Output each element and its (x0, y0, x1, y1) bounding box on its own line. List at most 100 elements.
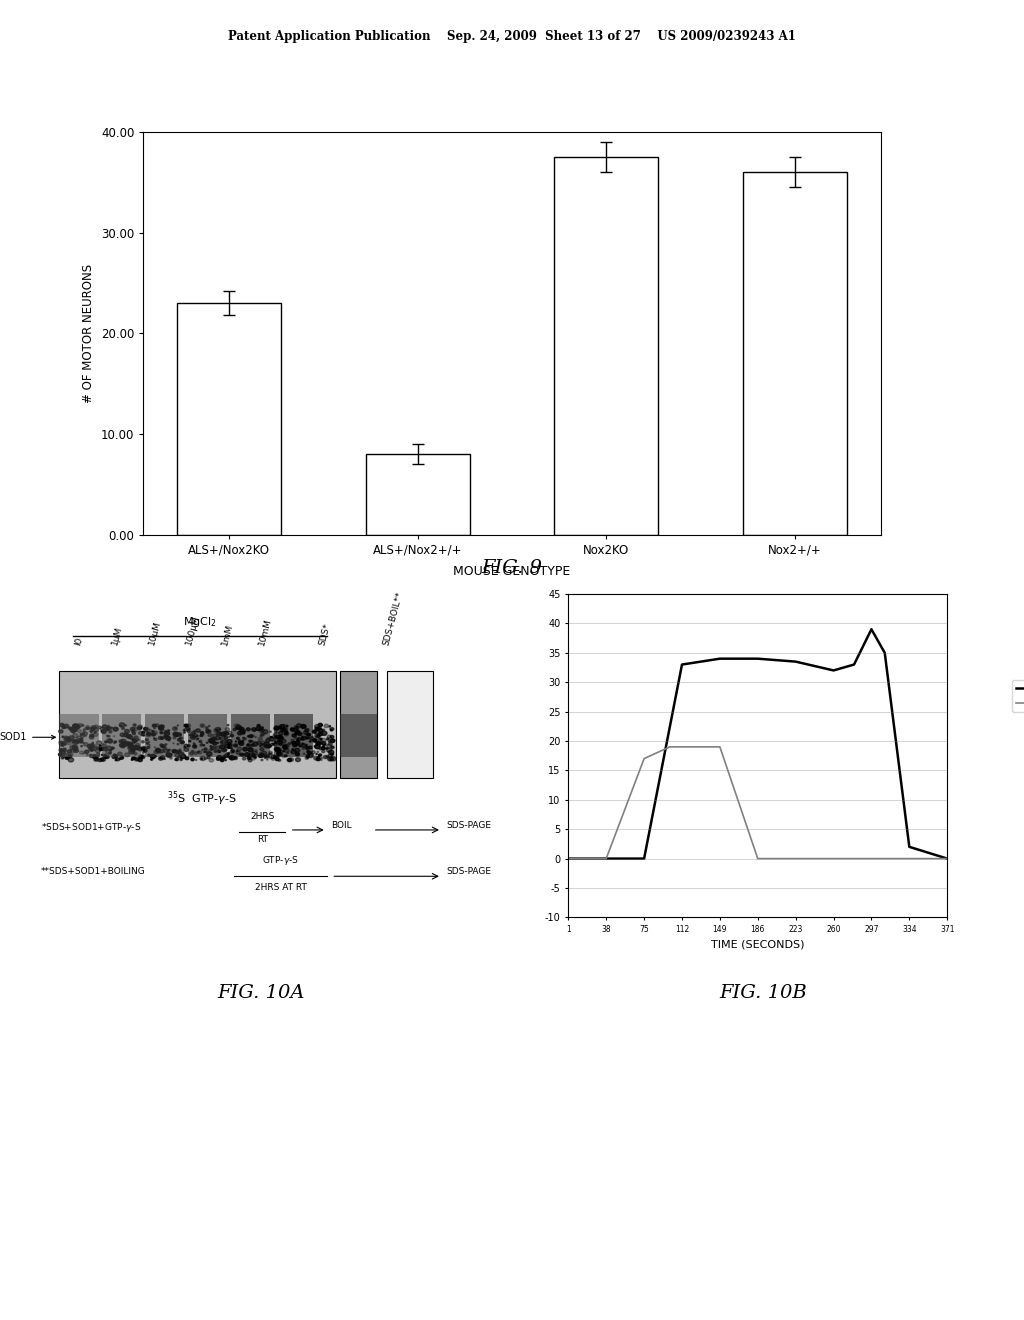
Circle shape (136, 746, 140, 750)
Circle shape (167, 737, 171, 741)
Circle shape (65, 737, 68, 739)
Circle shape (133, 741, 135, 743)
Circle shape (295, 730, 300, 734)
Circle shape (61, 756, 63, 759)
Circle shape (146, 743, 148, 744)
Circle shape (153, 725, 157, 727)
Circle shape (63, 754, 70, 758)
Circle shape (102, 730, 106, 734)
Circle shape (236, 725, 241, 729)
Circle shape (282, 739, 286, 743)
Circle shape (94, 756, 98, 759)
Circle shape (125, 730, 129, 733)
Circle shape (141, 755, 145, 759)
Bar (366, 454, 470, 535)
Circle shape (274, 741, 278, 743)
Circle shape (101, 744, 106, 748)
Circle shape (273, 743, 278, 746)
Circle shape (164, 737, 167, 739)
Circle shape (101, 748, 103, 750)
Circle shape (184, 744, 188, 747)
Circle shape (230, 734, 233, 737)
Circle shape (313, 739, 317, 742)
Circle shape (305, 737, 307, 739)
Circle shape (79, 739, 83, 743)
Circle shape (228, 731, 231, 734)
Circle shape (306, 734, 310, 737)
Circle shape (200, 741, 202, 742)
Circle shape (242, 754, 244, 755)
Circle shape (261, 741, 265, 744)
GDP (865, 850, 878, 866)
Circle shape (240, 727, 244, 731)
Circle shape (329, 750, 334, 754)
Circle shape (266, 755, 269, 758)
Circle shape (183, 731, 185, 733)
Circle shape (214, 750, 217, 752)
Circle shape (86, 754, 88, 756)
Circle shape (143, 735, 144, 737)
Text: SDS+BOIL**: SDS+BOIL** (382, 590, 406, 647)
Circle shape (138, 758, 142, 762)
Circle shape (146, 733, 151, 735)
Circle shape (89, 735, 94, 739)
Circle shape (276, 735, 281, 739)
Circle shape (145, 729, 150, 731)
Circle shape (321, 738, 327, 743)
Circle shape (226, 755, 228, 756)
Circle shape (243, 747, 247, 751)
Circle shape (151, 755, 156, 759)
Circle shape (160, 744, 163, 746)
Circle shape (135, 746, 139, 748)
Circle shape (289, 758, 293, 762)
Circle shape (318, 729, 323, 733)
Circle shape (62, 748, 67, 751)
Circle shape (279, 743, 283, 746)
Circle shape (264, 742, 269, 746)
Text: FIG. 10A: FIG. 10A (217, 983, 305, 1002)
Circle shape (291, 727, 295, 731)
Circle shape (206, 729, 209, 731)
Circle shape (237, 751, 241, 754)
Circle shape (111, 748, 113, 750)
Text: FIG. 9: FIG. 9 (481, 558, 543, 577)
Circle shape (90, 730, 92, 733)
Circle shape (285, 748, 289, 752)
Circle shape (69, 735, 74, 741)
Circle shape (175, 758, 178, 760)
Circle shape (161, 737, 164, 739)
Circle shape (142, 731, 144, 734)
Circle shape (68, 742, 72, 744)
Circle shape (258, 729, 260, 730)
Circle shape (73, 725, 78, 729)
Circle shape (190, 735, 196, 739)
Circle shape (293, 742, 295, 743)
Text: 10μM: 10μM (147, 620, 162, 647)
Circle shape (312, 730, 316, 733)
Circle shape (82, 731, 87, 735)
Text: 10mM: 10mM (258, 616, 273, 647)
GTP (941, 850, 953, 866)
Circle shape (268, 751, 272, 754)
Circle shape (283, 746, 287, 748)
Circle shape (248, 748, 253, 752)
Circle shape (92, 744, 96, 748)
Circle shape (288, 743, 291, 744)
Circle shape (271, 758, 274, 760)
Circle shape (316, 758, 321, 760)
Text: *SDS+SOD1+GTP-$\gamma$-S: *SDS+SOD1+GTP-$\gamma$-S (41, 821, 141, 834)
Circle shape (66, 756, 69, 759)
Circle shape (161, 756, 165, 759)
Circle shape (141, 741, 144, 743)
Circle shape (228, 743, 230, 744)
Circle shape (91, 726, 96, 730)
Circle shape (206, 750, 209, 751)
GDP (600, 850, 612, 866)
Circle shape (160, 750, 164, 752)
Bar (340, 714, 377, 756)
Bar (59, 714, 98, 756)
Circle shape (301, 737, 304, 738)
Circle shape (123, 733, 128, 737)
Circle shape (191, 751, 194, 752)
Circle shape (319, 748, 322, 750)
